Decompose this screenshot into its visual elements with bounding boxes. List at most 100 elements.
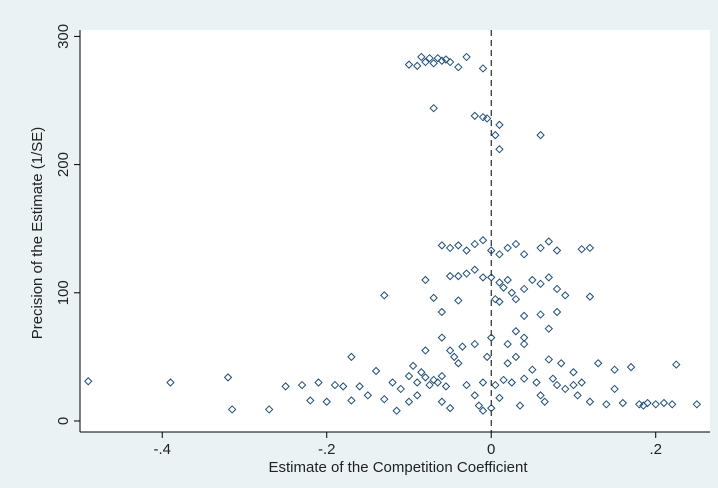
point [482, 352, 492, 362]
point [281, 382, 290, 391]
point [306, 396, 315, 405]
point [482, 114, 492, 123]
point [503, 275, 512, 285]
point [544, 273, 554, 282]
point [536, 243, 545, 253]
point [519, 339, 529, 349]
point [610, 384, 619, 394]
point [499, 375, 508, 385]
point [314, 378, 323, 387]
point [363, 391, 373, 400]
point [338, 382, 348, 391]
point [569, 380, 578, 390]
point [330, 380, 340, 390]
point [552, 380, 562, 390]
point [519, 311, 529, 321]
point [519, 250, 529, 259]
point [445, 57, 455, 67]
point [388, 378, 397, 387]
point [437, 397, 447, 406]
point [437, 371, 447, 381]
y-tick-label: 0 [55, 417, 72, 425]
point [651, 400, 660, 409]
point [478, 64, 488, 73]
point [425, 380, 434, 390]
point [421, 57, 430, 67]
point [561, 384, 570, 394]
point [166, 378, 175, 387]
point [454, 62, 463, 72]
point [519, 333, 529, 342]
point [487, 246, 496, 255]
point [540, 397, 549, 406]
plot-area [80, 30, 710, 432]
point [577, 244, 586, 254]
point [437, 56, 447, 65]
point [478, 236, 488, 245]
point [561, 291, 570, 300]
point [437, 241, 447, 250]
point [478, 378, 488, 387]
point [536, 310, 545, 319]
point [470, 265, 479, 274]
y-axis-title: Precision of the Estimate (1/SE) [29, 127, 46, 340]
point [429, 59, 438, 68]
point [462, 246, 471, 255]
point [507, 378, 516, 387]
point [495, 250, 504, 259]
point [421, 346, 430, 355]
point [491, 130, 500, 140]
point [503, 359, 512, 368]
point [412, 391, 422, 400]
point [585, 243, 595, 253]
point [445, 346, 455, 355]
point [552, 246, 562, 255]
point [412, 378, 422, 387]
point [417, 368, 426, 377]
point [692, 400, 702, 409]
point [552, 284, 562, 294]
point [404, 60, 414, 69]
point [495, 145, 504, 154]
point [462, 269, 471, 278]
point [487, 403, 496, 413]
point [462, 52, 471, 62]
point [569, 368, 578, 377]
point [487, 333, 496, 342]
point [593, 359, 603, 368]
point [412, 61, 422, 71]
point [380, 291, 389, 300]
point [396, 384, 405, 394]
point [470, 391, 479, 400]
point [511, 352, 521, 362]
point [573, 391, 582, 400]
point [454, 271, 463, 281]
point [499, 283, 508, 292]
point [445, 271, 455, 281]
point [84, 377, 93, 386]
point [470, 239, 479, 249]
point [429, 103, 438, 113]
point [672, 360, 681, 369]
point [347, 396, 356, 405]
point [433, 378, 442, 387]
point [417, 52, 426, 62]
point [495, 120, 504, 130]
point [264, 405, 274, 414]
point [503, 339, 512, 349]
point [227, 405, 237, 414]
point [392, 406, 401, 415]
point [643, 398, 652, 408]
point [532, 378, 541, 387]
point [454, 296, 463, 305]
x-axis-title: Estimate of the Competition Coefficient [268, 459, 528, 476]
point [511, 327, 521, 336]
point [544, 324, 554, 333]
point [478, 112, 488, 122]
point [618, 398, 628, 408]
point [474, 401, 484, 410]
point [528, 275, 537, 285]
point [347, 352, 356, 362]
point [441, 382, 451, 391]
